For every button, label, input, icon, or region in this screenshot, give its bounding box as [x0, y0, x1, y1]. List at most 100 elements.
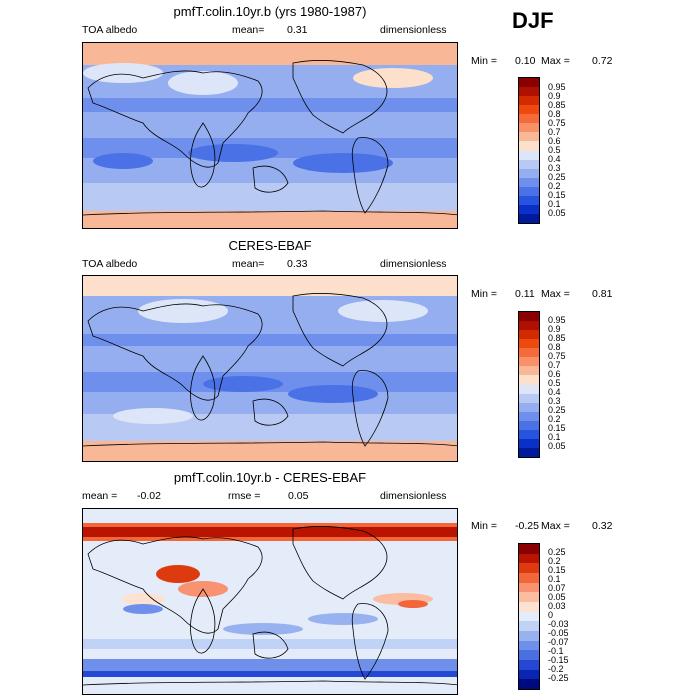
colorbar-tick-label: 0.6: [548, 369, 561, 379]
colorbar-tick-label: 0.4: [548, 154, 561, 164]
dark-patch: [93, 153, 153, 169]
colorbar-swatch: [519, 592, 539, 602]
colorbar-swatch: [519, 105, 539, 115]
panel1-colorbar: [518, 77, 540, 224]
panel3-min-label: Min =: [471, 520, 497, 532]
colorbar-tick-label: 0.3: [548, 163, 561, 173]
panel1-units-label: dimensionless: [380, 24, 447, 36]
negative-patch: [123, 604, 163, 614]
colorbar-swatch: [519, 411, 539, 421]
colorbar-swatch: [519, 429, 539, 439]
arctic-positive-band: [83, 523, 457, 527]
colorbar-swatch: [519, 357, 539, 367]
panel1-min-label: Min =: [471, 55, 497, 67]
arctic-positive-band: [83, 527, 457, 537]
colorbar-swatch: [519, 132, 539, 142]
colorbar-tick-label: 0.05: [548, 208, 566, 218]
antarctic-band: [83, 441, 457, 461]
panel2-mean-value: 0.33: [287, 258, 308, 270]
dark-patch: [188, 144, 278, 162]
bright-patch: [338, 300, 428, 322]
colorbar-tick-label: 0.2: [548, 181, 561, 191]
colorbar-tick-label: 0.25: [548, 547, 566, 557]
panel3-map: [82, 508, 458, 695]
colorbar-swatch: [519, 402, 539, 412]
panel2-min-value: 0.11: [515, 288, 535, 300]
subtropic-band-n: [83, 98, 457, 112]
colorbar-swatch: [519, 384, 539, 394]
southern-ocean-band: [83, 183, 457, 211]
colorbar-tick-label: 0.25: [548, 172, 566, 182]
colorbar-tick-label: 0.4: [548, 387, 561, 397]
colorbar-tick-label: 0.85: [548, 100, 566, 110]
panel2-colorbar: [518, 311, 540, 458]
coastlines: [83, 60, 457, 216]
positive-patch: [398, 600, 428, 608]
bright-patch: [168, 71, 238, 95]
colorbar-tick-label: 0.75: [548, 351, 566, 361]
colorbar-tick-label: 0.1: [548, 574, 561, 584]
colorbar-tick-label: -0.03: [548, 619, 569, 629]
panel3-max-value: 0.32: [592, 520, 613, 532]
colorbar-tick-label: 0.05: [548, 592, 566, 602]
panel1-min-value: 0.10: [515, 55, 536, 67]
panel3-colorbar: [518, 543, 540, 690]
southern-mixed-band: [83, 639, 457, 649]
colorbar-tick-label: -0.25: [548, 673, 569, 683]
colorbar-swatch: [519, 330, 539, 340]
colorbar-swatch: [519, 621, 539, 631]
bright-patch: [353, 68, 433, 88]
bright-patch: [113, 408, 193, 424]
colorbar-tick-label: -0.15: [548, 655, 569, 665]
colorbar-tick-label: 0.2: [548, 556, 561, 566]
colorbar-swatch: [519, 420, 539, 430]
panel3-min-value: -0.25: [515, 520, 539, 532]
colorbar-swatch: [519, 168, 539, 178]
colorbar-swatch: [519, 572, 539, 583]
colorbar-tick-label: 0.25: [548, 405, 566, 415]
panel2-map: [82, 275, 458, 462]
colorbar-swatch: [519, 544, 539, 554]
colorbar-tick-label: 0.5: [548, 145, 561, 155]
colorbar-tick-label: 0.05: [548, 441, 566, 451]
panel3-mean-value: -0.02: [137, 490, 161, 502]
colorbar-swatch: [519, 348, 539, 358]
bright-patch: [83, 63, 163, 83]
panel1-map: [82, 42, 458, 229]
colorbar-swatch: [519, 679, 539, 689]
colorbar-swatch: [519, 339, 539, 349]
coastlines: [83, 293, 457, 447]
colorbar-swatch: [519, 114, 539, 124]
colorbar-tick-label: 0.8: [548, 342, 561, 352]
subtropic-band-n: [83, 334, 457, 346]
colorbar-tick-label: 0.3: [548, 396, 561, 406]
negative-patch: [308, 613, 378, 625]
colorbar-tick-label: 0.15: [548, 190, 566, 200]
colorbar-swatch: [519, 159, 539, 169]
colorbar-tick-label: 0.07: [548, 583, 566, 593]
positive-patch: [121, 593, 165, 605]
colorbar-swatch: [519, 186, 539, 196]
dark-patch: [293, 153, 393, 173]
panel3-rmse-label: rmse =: [228, 490, 261, 502]
dark-patch: [203, 376, 283, 392]
colorbar-tick-label: 0.03: [548, 601, 566, 611]
colorbar-tick-label: -0.2: [548, 664, 564, 674]
panel3-rmse-value: 0.05: [288, 490, 309, 502]
dark-patch: [288, 385, 378, 403]
colorbar-tick-label: 0.85: [548, 333, 566, 343]
colorbar-swatch: [519, 96, 539, 106]
panel2-title: CERES-EBAF: [228, 238, 312, 253]
colorbar-tick-label: 0.7: [548, 360, 561, 370]
colorbar-swatch: [519, 375, 539, 385]
panel3-units-label: dimensionless: [380, 490, 447, 502]
colorbar-tick-label: 0.5: [548, 378, 561, 388]
colorbar-swatch: [519, 630, 539, 641]
colorbar-swatch: [519, 669, 539, 680]
colorbar-swatch: [519, 650, 539, 660]
panel2-variable-label: TOA albedo: [82, 258, 138, 270]
colorbar-tick-label: 0.8: [548, 109, 561, 119]
colorbar-tick-label: 0.95: [548, 315, 566, 325]
colorbar-swatch: [519, 366, 539, 376]
